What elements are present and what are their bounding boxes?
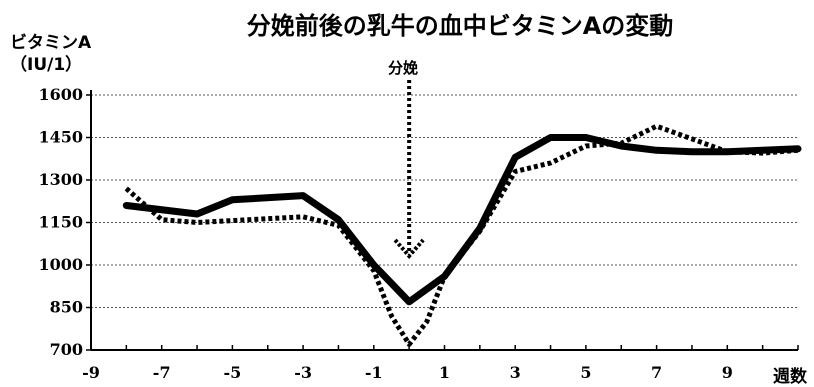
grid [91,94,798,351]
x-axis-label: 週数 [773,366,808,387]
annotation-label: 分娩 [388,59,418,77]
x-tick-label: -5 [224,363,242,382]
x-tick-label: 5 [580,363,591,382]
y-tick-label: 700 [50,340,83,359]
y-tick-label: 1000 [38,255,83,274]
chart-title: 分娩前後の乳牛の血中ビタミンAの変動 [247,12,674,40]
x-tick-label: -3 [294,363,312,382]
y-tick-label: 1150 [38,213,83,232]
x-tick-label: 9 [722,363,733,382]
y-tick-label: 850 [50,298,83,317]
x-tick-label: 7 [651,363,662,382]
x-tick-label: -7 [153,363,171,382]
x-tick-label: 3 [510,363,521,382]
series-line-solid [122,134,802,306]
series-line-dotted [124,123,799,347]
series-lines [122,123,802,347]
axes [86,90,799,351]
birth-arrow-head [393,238,425,260]
y-tick-label: 1450 [38,128,83,147]
x-tick-label: -1 [365,363,383,382]
y-tick-label: 1300 [38,170,83,189]
tick-labels: 1600 1450 1300 1150 1000 850 700 -9 -7 -5 -3 -1 1 3 5 7… [38,85,732,382]
x-tick-label: 1 [439,363,450,382]
y-tick-label: 1600 [38,85,83,104]
birth-arrow [393,80,425,260]
y-axis-label-line2: （IU/1） [10,54,82,75]
x-tick-label: -9 [82,363,100,382]
y-axis-label-line1: ビタミンA [10,33,92,53]
